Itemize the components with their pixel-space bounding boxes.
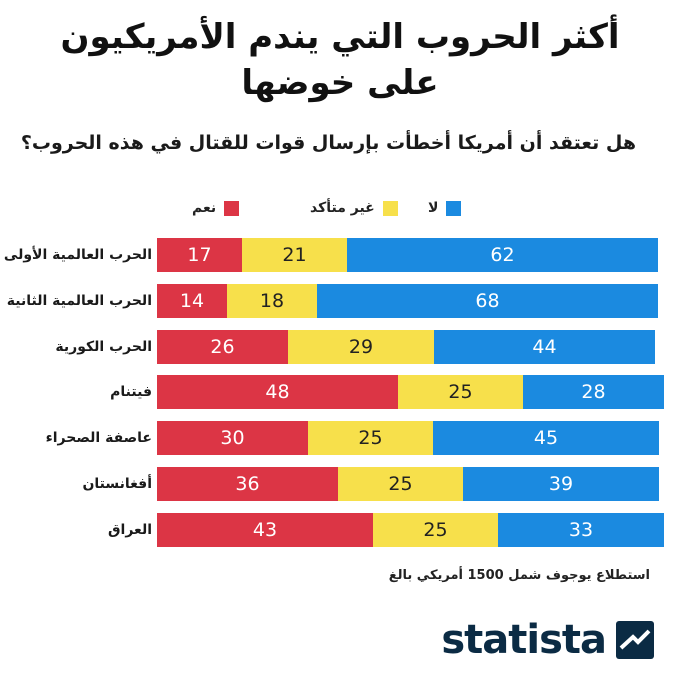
data-label: 18	[259, 290, 285, 312]
data-label: 25	[423, 519, 448, 541]
data-label: 17	[187, 244, 212, 266]
data-label: 26	[210, 336, 235, 358]
bar-segment-unsure: 25	[398, 375, 523, 409]
chart-title-line-2: على خوضها	[241, 63, 439, 103]
data-label: 30	[220, 427, 245, 449]
bar-segment-yes: 14	[157, 284, 227, 318]
bar-segment-no: 33	[498, 513, 664, 547]
bar-segment-unsure: 25	[373, 513, 498, 547]
chart-subtitle: هل تعتقد أن أمريكا أخطأت بإرسال قوات للق…	[20, 132, 636, 154]
legend-item-no: لا	[428, 199, 462, 217]
bar-segment-yes: 43	[157, 513, 373, 547]
data-label: 28	[581, 381, 606, 403]
legend-swatch-yes	[224, 200, 240, 216]
category-label: الحرب الكورية	[55, 339, 152, 355]
bar-segment-no: 62	[347, 238, 658, 272]
data-label: 62	[490, 244, 515, 266]
legend-swatch-unsure	[382, 200, 398, 216]
bar-segment-yes: 36	[157, 467, 338, 501]
legend-label-no: لا	[428, 200, 439, 216]
data-label: 25	[448, 381, 473, 403]
bar-segment-unsure: 29	[288, 330, 434, 364]
bar-segment-unsure: 25	[308, 421, 433, 455]
bar-segment-unsure: 21	[242, 238, 347, 272]
data-label: 45	[533, 427, 559, 449]
category-label: أفغانستان	[82, 476, 152, 492]
statista-wordmark: statista	[441, 617, 607, 663]
data-label: 44	[532, 336, 557, 358]
statista-logo-icon	[616, 621, 654, 659]
bar-segment-no: 28	[523, 375, 664, 409]
bar-segment-yes: 17	[157, 238, 242, 272]
data-label: 48	[265, 381, 290, 403]
category-label: عاصفة الصحراء	[45, 430, 152, 446]
data-label: 39	[548, 473, 574, 495]
category-label: العراق	[108, 522, 152, 538]
bar-segment-no: 44	[434, 330, 655, 364]
bar-segment-yes: 30	[157, 421, 308, 455]
data-label: 21	[282, 244, 307, 266]
legend-label-unsure: غير متأكد	[310, 200, 375, 216]
data-label: 33	[568, 519, 594, 541]
chart-title-line-1: أكثر الحروب التي يندم الأمريكيون	[60, 17, 620, 57]
data-label: 25	[388, 473, 413, 495]
data-label: 36	[235, 473, 260, 495]
bar-segment-unsure: 25	[338, 467, 463, 501]
legend-item-unsure: غير متأكد	[310, 199, 398, 217]
bar-segment-unsure: 18	[227, 284, 317, 318]
bar-segment-no: 45	[433, 421, 659, 455]
bar-segment-yes: 48	[157, 375, 398, 409]
data-label: 43	[252, 519, 278, 541]
legend-label-yes: نعم	[192, 200, 217, 216]
bar-segment-yes: 26	[157, 330, 288, 364]
bar-segment-no: 68	[317, 284, 658, 318]
legend-swatch-no	[446, 200, 462, 216]
chart-title: أكثر الحروب التي يندم الأمريكيون على خوض…	[20, 14, 660, 106]
category-label: الحرب العالمية الثانية	[6, 293, 152, 309]
bar-segment-no: 39	[463, 467, 659, 501]
data-label: 14	[179, 290, 205, 312]
legend-item-yes: نعم	[192, 199, 240, 217]
data-label: 68	[475, 290, 500, 312]
category-label: فيتنام	[110, 384, 152, 400]
source-note: استطلاع يوجوف شمل 1500 أمريكي بالغ	[388, 568, 650, 583]
category-label: الحرب العالمية الأولى	[3, 247, 152, 263]
data-label: 25	[358, 427, 383, 449]
statista-logo: statista	[441, 617, 654, 663]
data-label: 29	[348, 336, 374, 358]
